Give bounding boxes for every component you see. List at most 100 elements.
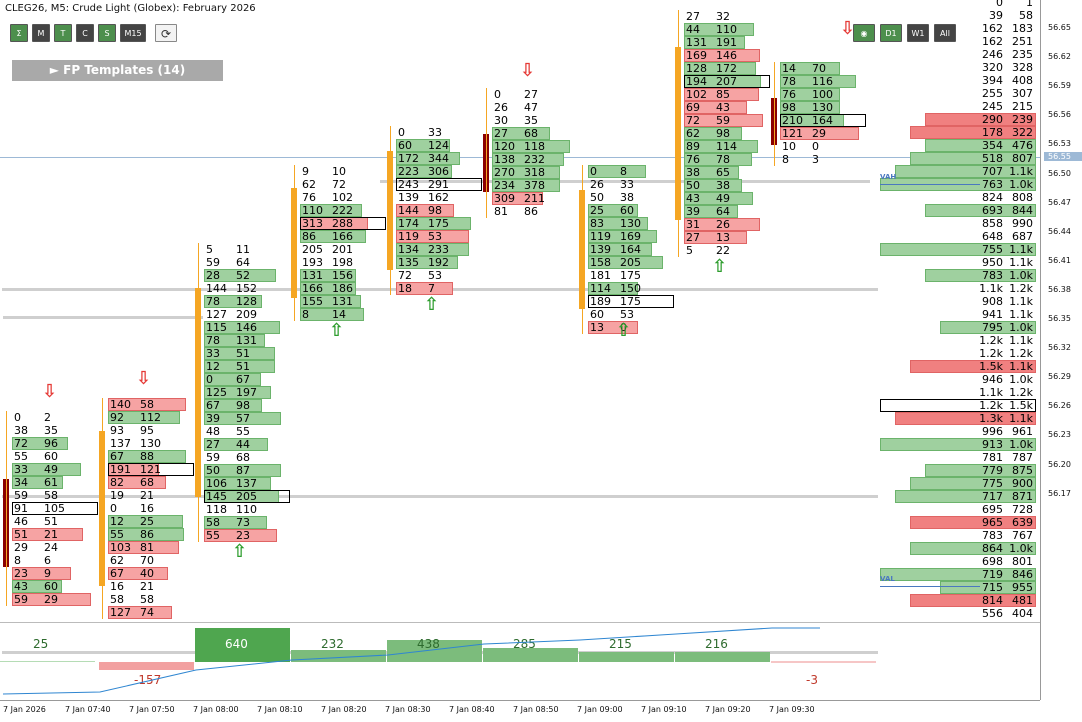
footprint-cell-bg	[684, 140, 758, 153]
footprint-cell: 26 47	[494, 101, 580, 114]
footprint-cell: 46 51	[14, 515, 100, 528]
bid-value: 0	[398, 126, 405, 139]
bid-value: 72	[14, 437, 28, 450]
bid-value: 43	[14, 580, 28, 593]
footprint-cell-bg	[108, 515, 183, 528]
profile-bar	[880, 243, 1036, 256]
ask-value: 72	[332, 178, 346, 191]
ask-value: 53	[428, 269, 442, 282]
bid-value: 234	[494, 179, 515, 192]
ask-value: 29	[44, 593, 58, 606]
toolbar-button-1[interactable]: M	[32, 24, 50, 42]
ask-value: 85	[716, 88, 730, 101]
toolbar-right-button-1[interactable]: D1	[880, 24, 902, 42]
footprint-cell-bg	[396, 152, 460, 165]
ask-value: 116	[812, 75, 833, 88]
toolbar-button-4[interactable]: S	[98, 24, 116, 42]
footprint-cell: 38 35	[14, 424, 100, 437]
profile-bid: 255	[982, 87, 1003, 100]
profile-bid: 695	[982, 503, 1003, 516]
ask-value: 205	[620, 256, 641, 269]
footprint-cell: 127 209	[206, 308, 292, 321]
footprint-cell-bg	[780, 62, 840, 75]
refresh-icon[interactable]: ⟳	[155, 24, 177, 42]
bid-value: 50	[686, 179, 700, 192]
bid-value: 119	[590, 230, 611, 243]
time-label: 7 Jan 08:10	[257, 705, 303, 714]
ask-value: 58	[44, 489, 58, 502]
footprint-cell: 0 33	[398, 126, 484, 139]
footprint-cell: 67 40	[110, 567, 196, 580]
bid-value: 93	[110, 424, 124, 437]
footprint-cell: 119 53	[398, 230, 484, 243]
candle-wick	[390, 126, 391, 295]
bid-value: 5	[686, 244, 693, 257]
bid-value: 134	[398, 243, 419, 256]
toolbar-right-button-0[interactable]: ◉	[853, 24, 875, 42]
time-label: 7 Jan 09:10	[641, 705, 687, 714]
profile-bar	[910, 126, 1036, 139]
toolbar-button-3[interactable]: C	[76, 24, 94, 42]
footprint-cell: 110 222	[302, 204, 388, 217]
axis-separator	[1040, 0, 1041, 700]
profile-bar	[940, 321, 1036, 334]
toolbar-button-0[interactable]: Σ	[10, 24, 28, 42]
time-separator	[0, 700, 1040, 701]
chart-title: CLEG26, M5: Crude Light (Globex): Februa…	[5, 3, 256, 14]
fp-templates-button[interactable]: ► FP Templates (14)	[12, 60, 223, 81]
toolbar-right-button-2[interactable]: W1	[907, 24, 929, 42]
ask-value: 53	[428, 230, 442, 243]
footprint-cell: 93 95	[110, 424, 196, 437]
ask-value: 44	[236, 438, 250, 451]
ask-value: 51	[44, 515, 58, 528]
footprint-cell-bg	[12, 528, 83, 541]
footprint-cell: 26 33	[590, 178, 676, 191]
profile-ask: 481	[1012, 594, 1033, 607]
footprint-cell-bg	[12, 463, 81, 476]
toolbar-right-button-3[interactable]: All	[934, 24, 956, 42]
footprint-cell: 48 55	[206, 425, 292, 438]
toolbar-button-2[interactable]: T	[54, 24, 72, 42]
footprint-cell: 59 68	[206, 451, 292, 464]
profile-ask: 955	[1012, 581, 1033, 594]
footprint-cell: 5 22	[686, 244, 772, 257]
footprint-cell: 12 51	[206, 360, 292, 373]
ask-value: 169	[620, 230, 641, 243]
profile-bid: 965	[982, 516, 1003, 529]
ask-value: 86	[524, 205, 538, 218]
profile-ask: 787	[1012, 451, 1033, 464]
bid-value: 59	[14, 593, 28, 606]
ask-value: 38	[716, 179, 730, 192]
up-arrow-icon: ⇧	[424, 294, 440, 315]
cumulative-delta-path	[2, 627, 820, 695]
ask-value: 49	[44, 463, 58, 476]
footprint-cell: 39 57	[206, 412, 292, 425]
ask-value: 130	[140, 437, 161, 450]
profile-ask: 1.1k	[1009, 165, 1033, 178]
current-price-label: 56.55	[1044, 152, 1082, 161]
footprint-cell: 144 98	[398, 204, 484, 217]
toolbar-button-5[interactable]: M15	[120, 24, 146, 42]
bid-value: 19	[110, 489, 124, 502]
ask-value: 57	[236, 412, 250, 425]
profile-bar	[910, 542, 1036, 555]
profile-bid: 1.1k	[979, 282, 1003, 295]
ask-value: 88	[140, 450, 154, 463]
profile-ask: 235	[1012, 48, 1033, 61]
profile-ask: 1.0k	[1009, 373, 1033, 386]
up-arrow-icon: ⇧	[616, 320, 632, 341]
profile-ask: 183	[1012, 22, 1033, 35]
footprint-cell-bg	[684, 166, 739, 179]
profile-ask: 990	[1012, 217, 1033, 230]
bid-value: 62	[302, 178, 316, 191]
footprint-cell-bg	[684, 36, 745, 49]
bid-value: 27	[206, 438, 220, 451]
ask-value: 166	[332, 230, 353, 243]
profile-bid: 779	[982, 464, 1003, 477]
footprint-cell-bg	[588, 230, 657, 243]
footprint-cell: 115 146	[206, 321, 292, 334]
ask-value: 110	[236, 503, 257, 516]
bid-value: 78	[206, 295, 220, 308]
